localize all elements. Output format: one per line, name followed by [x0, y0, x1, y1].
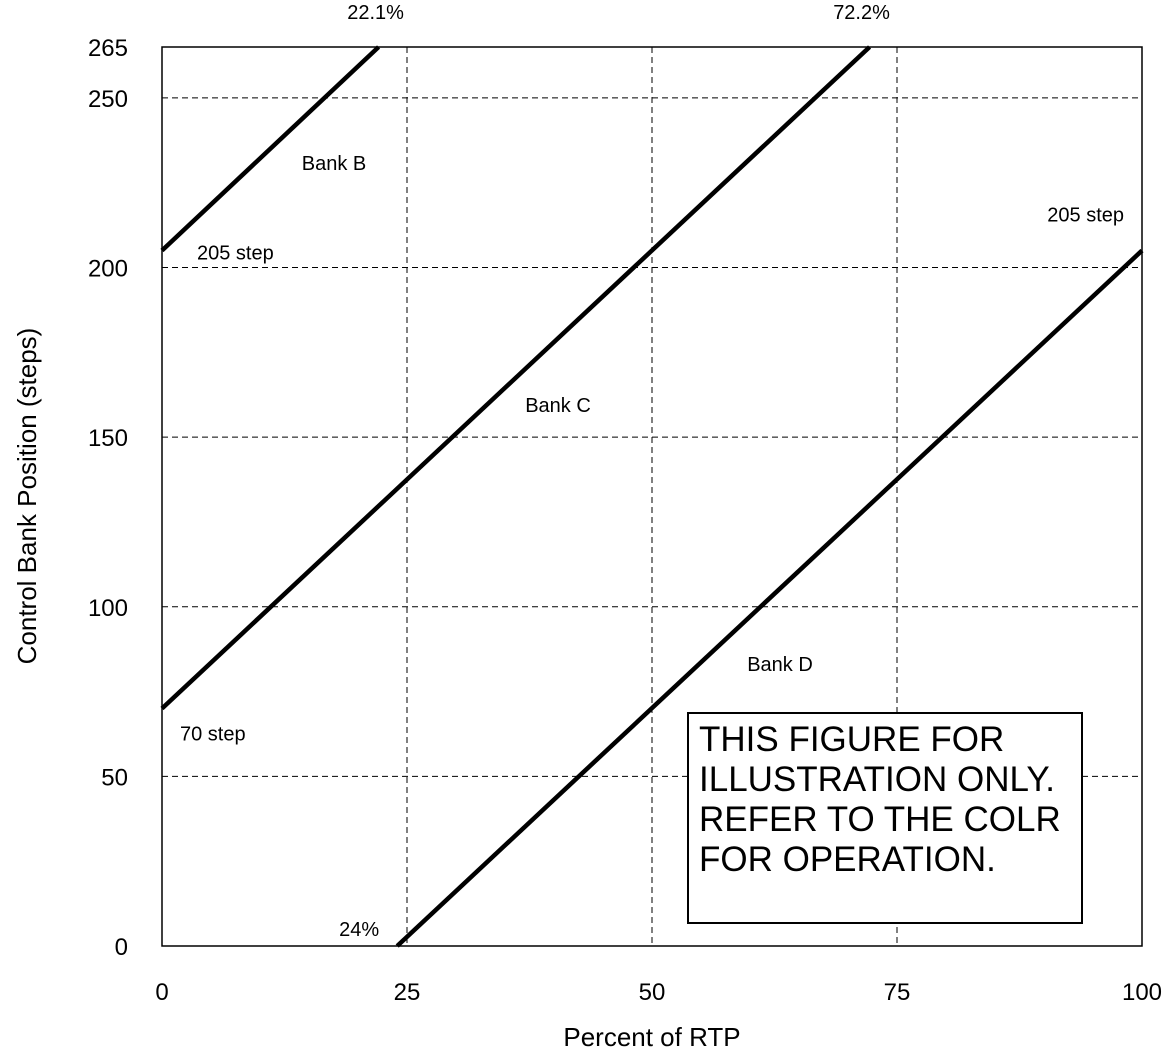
x-axis-title: Percent of RTP	[563, 1022, 740, 1052]
series-label: Bank C	[525, 395, 591, 417]
x-tick-label: 50	[639, 979, 666, 1006]
y-tick-label: 150	[88, 425, 128, 452]
x-tick-label: 0	[155, 979, 168, 1006]
annotation-label: 205 step	[1047, 205, 1124, 227]
series-line-bank-b	[160, 45, 381, 253]
disclaimer-box: THIS FIGURE FOR ILLUSTRATION ONLY. REFER…	[687, 712, 1083, 924]
annotation-label: 24%	[339, 919, 379, 941]
y-tick-label: 50	[101, 764, 128, 791]
plot-area-frame	[161, 46, 1143, 947]
annotation-label: 70 step	[180, 724, 246, 746]
y-tick-label: 200	[88, 256, 128, 283]
disclaimer-line: THIS FIGURE FOR	[699, 720, 1005, 759]
y-tick-label: 265	[88, 35, 128, 62]
y-tick-label: 100	[88, 595, 128, 622]
x-tick-label: 75	[884, 979, 911, 1006]
x-tick-label: 25	[394, 979, 421, 1006]
grid-lines	[162, 47, 1142, 946]
series-line-bank-c	[160, 45, 872, 711]
disclaimer-line: REFER TO THE COLR	[699, 800, 1061, 839]
series-line-bank-d	[395, 248, 1144, 948]
disclaimer-line: ILLUSTRATION ONLY.	[699, 760, 1055, 799]
series-label: Bank B	[302, 153, 366, 175]
series-label: Bank D	[747, 654, 813, 676]
y-tick-label: 0	[115, 934, 128, 961]
tick-labels: 0 25 50 75 100 0 50 100 150 200 250 265	[88, 35, 1162, 1006]
y-axis-title: Control Bank Position (steps)	[12, 328, 42, 665]
annotation-label: 72.2%	[833, 2, 890, 24]
annotations: Bank B Bank C Bank D 22.1% 72.2% 205 step 205 …	[180, 2, 1124, 941]
annotation-label: 22.1%	[347, 2, 404, 24]
series-lines	[160, 45, 1144, 948]
annotation-label: 205 step	[197, 243, 274, 265]
disclaimer-line: FOR OPERATION.	[699, 840, 996, 879]
x-tick-label: 100	[1122, 979, 1162, 1006]
y-tick-label: 250	[88, 86, 128, 113]
